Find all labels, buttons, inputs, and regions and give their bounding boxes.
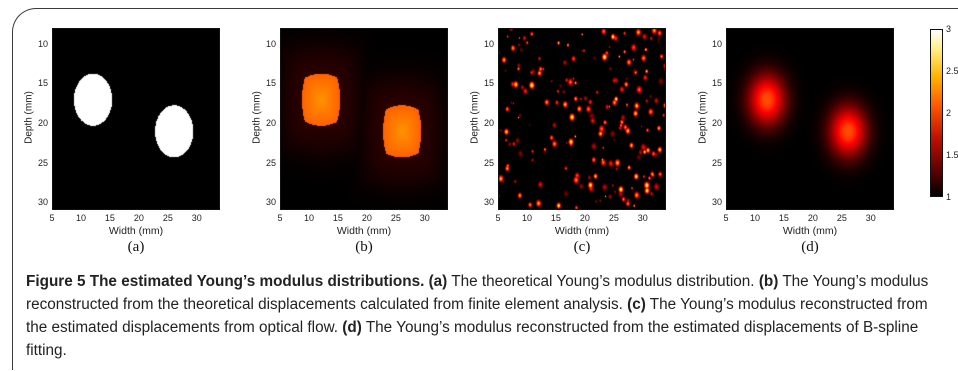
caption-tag-c: (c) xyxy=(627,296,646,313)
x-tick-label: 15 xyxy=(104,213,115,223)
y-axis-label: Depth (mm) xyxy=(23,91,35,144)
panel-d: 10 15 20 25 30 5 10 15 20 25 30 Depth (mm) Width (mm… xyxy=(697,24,915,264)
colorbar-tick-label: 1.5 xyxy=(946,150,958,160)
x-tick-label: 15 xyxy=(778,213,789,223)
x-axis-label: Width (mm) xyxy=(336,225,392,237)
caption-text-d: The Young’s modulus reconstructed from t… xyxy=(26,319,919,359)
y-tick-label: 30 xyxy=(265,197,276,208)
x-tick-label: 10 xyxy=(749,213,760,223)
panel-label: (b) xyxy=(355,239,373,255)
y-tick-label: 15 xyxy=(483,78,494,89)
x-tick-label: 30 xyxy=(419,213,430,223)
x-tick-label: 10 xyxy=(303,213,314,223)
x-tick-label: 10 xyxy=(521,213,532,223)
y-tick-label: 30 xyxy=(37,197,48,208)
panel-label: (a) xyxy=(127,239,145,255)
figure-frame xyxy=(12,8,958,370)
y-tick-label: 30 xyxy=(711,197,722,208)
y-tick-label: 25 xyxy=(37,157,48,168)
x-tick-label: 20 xyxy=(579,213,590,223)
x-tick-label: 20 xyxy=(807,213,818,223)
x-tick-label: 10 xyxy=(75,213,86,223)
y-tick-label: 10 xyxy=(265,38,276,49)
x-tick-label: 25 xyxy=(836,213,847,223)
colorbar-tick-label: 3 xyxy=(946,24,952,34)
caption-text-b: The Young’s modulus reconstructed from t… xyxy=(26,273,929,313)
y-tick-label: 20 xyxy=(265,117,276,128)
figure-caption: Figure 5 The estimated Young’s modulus d… xyxy=(26,270,951,362)
y-tick-label: 25 xyxy=(265,157,276,168)
x-tick-label: 20 xyxy=(133,213,144,223)
heatmap-image xyxy=(726,28,894,210)
panel-c: 10 15 20 25 30 5 10 15 20 25 30 Depth (mm) Width (mm… xyxy=(469,24,687,264)
y-tick-label: 15 xyxy=(37,78,48,89)
y-tick-label: 10 xyxy=(483,38,494,49)
y-tick-label: 20 xyxy=(483,117,494,128)
colorbar-tick-label: 2.5 xyxy=(946,66,958,76)
x-axis-label: Width (mm) xyxy=(554,225,610,237)
y-tick-label: 15 xyxy=(265,78,276,89)
y-tick-label: 25 xyxy=(711,157,722,168)
caption-tag-b: (b) xyxy=(758,273,779,290)
y-tick-label: 20 xyxy=(37,117,48,128)
x-axis-label: Width (mm) xyxy=(782,225,838,237)
x-axis-label: Width (mm) xyxy=(108,225,164,237)
caption-text-a: The theoretical Young’s modulus distribu… xyxy=(447,273,759,290)
heatmap-plot xyxy=(280,28,448,210)
caption-title: Figure 5 The estimated Young’s modulus d… xyxy=(26,273,425,290)
colorbar-tick-label: 1 xyxy=(946,192,952,202)
heatmap-image xyxy=(280,28,448,210)
x-tick-label: 20 xyxy=(361,213,372,223)
x-tick-label: 5 xyxy=(277,213,283,223)
heatmap-plot xyxy=(52,28,220,210)
y-axis-label: Depth (mm) xyxy=(697,91,709,144)
caption-text-c: The Young’s modulus reconstructed from t… xyxy=(26,296,928,336)
x-tick-label: 5 xyxy=(495,213,501,223)
x-tick-label: 25 xyxy=(390,213,401,223)
panel-label: (c) xyxy=(573,239,591,255)
colorbar xyxy=(930,29,943,197)
x-tick-label: 15 xyxy=(550,213,561,223)
x-tick-label: 25 xyxy=(162,213,173,223)
y-axis-label: Depth (mm) xyxy=(251,91,263,144)
panel-a: 10 15 20 25 30 5 10 15 20 25 30 Depth (mm) Width (mm… xyxy=(23,24,241,264)
x-tick-label: 25 xyxy=(608,213,619,223)
y-tick-label: 10 xyxy=(37,38,48,49)
x-tick-label: 30 xyxy=(191,213,202,223)
y-tick-label: 15 xyxy=(711,78,722,89)
x-tick-label: 30 xyxy=(865,213,876,223)
panel-b: 10 15 20 25 30 5 10 15 20 25 30 Depth (mm) Width (mm… xyxy=(251,24,469,264)
y-tick-label: 25 xyxy=(483,157,494,168)
heatmap-image xyxy=(52,28,220,210)
y-tick-label: 10 xyxy=(711,38,722,49)
y-tick-label: 30 xyxy=(483,197,494,208)
heatmap-image xyxy=(498,28,666,210)
panel-label: (d) xyxy=(801,239,819,255)
x-tick-label: 15 xyxy=(332,213,343,223)
caption-tag-a: (a) xyxy=(428,273,448,290)
x-tick-label: 5 xyxy=(723,213,729,223)
heatmap-plot xyxy=(726,28,894,210)
heatmap-plot xyxy=(498,28,666,210)
caption-tag-d: (d) xyxy=(342,319,362,336)
y-tick-label: 20 xyxy=(711,117,722,128)
x-tick-label: 30 xyxy=(637,213,648,223)
y-axis-label: Depth (mm) xyxy=(469,91,481,144)
colorbar-tick-label: 2 xyxy=(946,108,952,118)
x-tick-label: 5 xyxy=(49,213,55,223)
